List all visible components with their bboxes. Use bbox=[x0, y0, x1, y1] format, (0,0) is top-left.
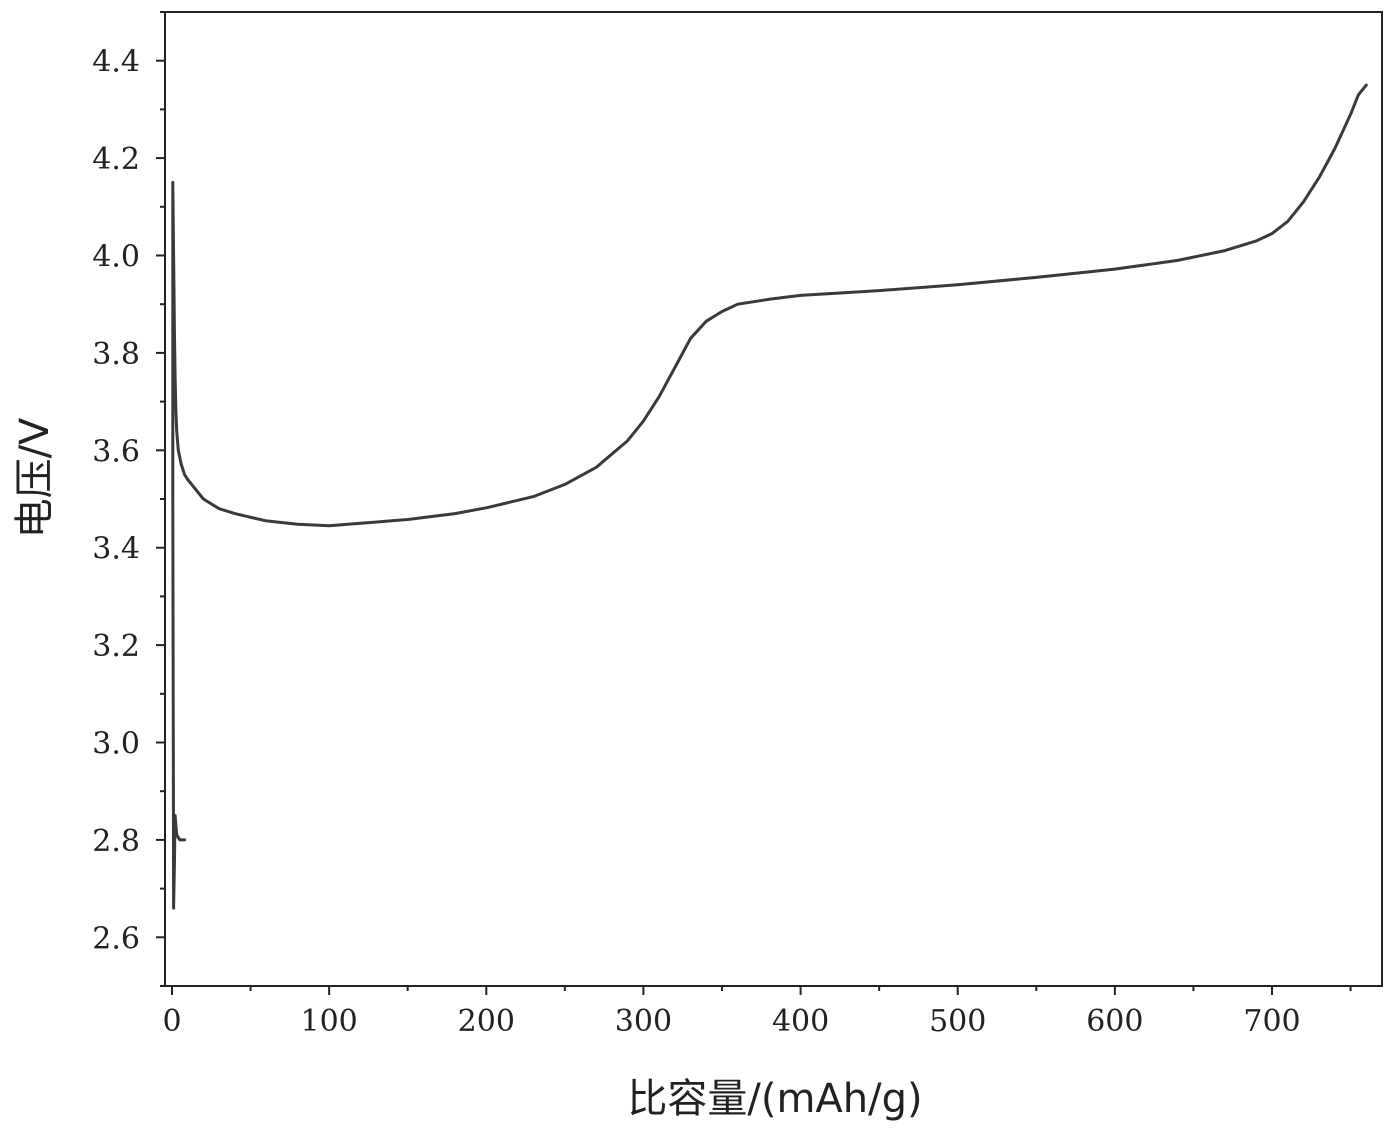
plot-border bbox=[164, 11, 1383, 987]
x-tick-label: 400 bbox=[772, 1004, 829, 1039]
y-tick-label: 3.4 bbox=[92, 532, 140, 567]
x-axis: 0 100 200 300 400 500 600 700 bbox=[162, 986, 1352, 1039]
y-tick-label: 4.0 bbox=[92, 240, 140, 275]
y-tick-label: 3.2 bbox=[92, 629, 140, 664]
x-tick-label: 500 bbox=[929, 1004, 986, 1039]
y-tick-label: 2.6 bbox=[92, 921, 140, 956]
y-axis-title: 电压/V bbox=[12, 417, 58, 538]
x-tick-label: 200 bbox=[458, 1004, 515, 1039]
y-tick-label: 3.8 bbox=[92, 337, 140, 372]
x-tick-label: 0 bbox=[162, 1004, 181, 1039]
series-line bbox=[171, 83, 1368, 910]
y-tick-label: 2.8 bbox=[92, 824, 140, 859]
y-tick-label: 4.2 bbox=[92, 142, 140, 177]
plot-frame bbox=[164, 11, 1383, 987]
x-tick-label: 600 bbox=[1086, 1004, 1143, 1039]
y-tick-label: 4.4 bbox=[92, 45, 140, 80]
y-tick-label: 3.0 bbox=[92, 727, 140, 762]
x-tick-label: 700 bbox=[1243, 1004, 1300, 1039]
x-tick-label: 300 bbox=[615, 1004, 672, 1039]
x-tick-label: 100 bbox=[301, 1004, 358, 1039]
x-axis-title: 比容量/(mAh/g) bbox=[627, 1076, 922, 1122]
series-layer bbox=[171, 83, 1368, 910]
y-axis: 2.6 2.8 3.0 3.2 3.4 3.6 3.8 4.0 4.2 4.4 bbox=[92, 11, 165, 987]
y-tick-label: 3.6 bbox=[92, 434, 140, 469]
